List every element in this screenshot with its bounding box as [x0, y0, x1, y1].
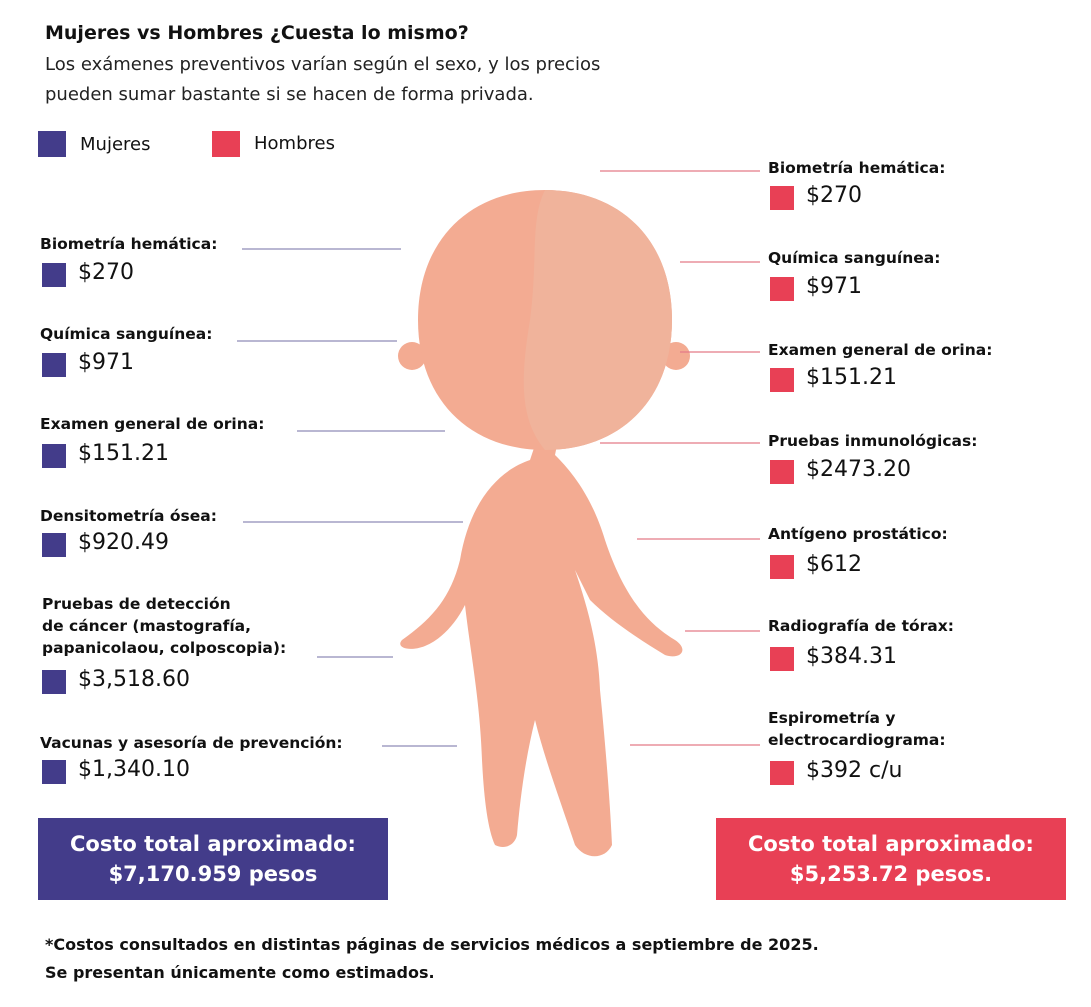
item-price: $920.49 — [78, 530, 169, 555]
total-value: $5,253.72 pesos. — [789, 862, 993, 886]
legend-swatch — [38, 131, 66, 157]
price-swatch — [770, 647, 794, 671]
item-price: $3,518.60 — [78, 667, 190, 692]
item-label: Radiografía de tórax: — [768, 617, 954, 635]
item-price: $2473.20 — [806, 457, 911, 482]
item-price: $151.21 — [806, 365, 897, 390]
legend-swatch — [212, 131, 240, 157]
title: Mujeres vs Hombres ¿Cuesta lo mismo? — [45, 22, 469, 44]
item-label: Química sanguínea: — [40, 325, 213, 343]
price-swatch — [770, 368, 794, 392]
price-swatch — [42, 533, 66, 557]
price-swatch — [42, 444, 66, 468]
price-swatch — [770, 460, 794, 484]
item-label: Vacunas y asesoría de prevención: — [40, 734, 343, 752]
total-value: $7,170.959 pesos — [108, 862, 318, 886]
legend-label: Hombres — [254, 133, 335, 154]
price-swatch — [42, 760, 66, 784]
price-swatch — [42, 263, 66, 287]
item-price: $270 — [78, 260, 134, 285]
price-swatch — [770, 186, 794, 210]
item-label: Pruebas de detección — [42, 595, 231, 613]
item-price: $270 — [806, 183, 862, 208]
total-box: Costo total aproximado: $7,170.959 pesos — [38, 818, 388, 900]
item-label: Biometría hemática: — [768, 159, 946, 177]
item-price: $971 — [806, 274, 862, 299]
subtitle: Los exámenes preventivos varían según el… — [45, 54, 601, 75]
item-label: Examen general de orina: — [40, 415, 265, 433]
price-swatch — [42, 353, 66, 377]
item-label: Biometría hemática: — [40, 235, 218, 253]
item-label: Espirometría y — [768, 709, 896, 727]
item-price: $971 — [78, 350, 134, 375]
item-label: Química sanguínea: — [768, 249, 941, 267]
item-label: de cáncer (mastografía, — [42, 617, 252, 635]
item-label: Examen general de orina: — [768, 341, 993, 359]
total-label: Costo total aproximado: — [748, 832, 1034, 856]
body-figure — [398, 190, 690, 857]
item-label: Densitometría ósea: — [40, 507, 217, 525]
footnote: Se presentan únicamente como estimados. — [45, 963, 435, 982]
item-price: $392 c/u — [806, 758, 903, 783]
item-price: $1,340.10 — [78, 757, 190, 782]
subtitle: pueden sumar bastante si se hacen de for… — [45, 84, 534, 105]
item-label: Antígeno prostático: — [768, 525, 948, 543]
item-price: $612 — [806, 552, 862, 577]
price-swatch — [42, 670, 66, 694]
item-price: $151.21 — [78, 441, 169, 466]
item-label: electrocardiograma: — [768, 731, 946, 749]
total-box: Costo total aproximado: $5,253.72 pesos. — [716, 818, 1066, 900]
item-price: $384.31 — [806, 644, 897, 669]
legend-label: Mujeres — [80, 134, 151, 155]
price-swatch — [770, 555, 794, 579]
price-swatch — [770, 761, 794, 785]
item-label: papanicolaou, colposcopia): — [42, 639, 287, 657]
price-swatch — [770, 277, 794, 301]
total-label: Costo total aproximado: — [70, 832, 356, 856]
item-label: Pruebas inmunológicas: — [768, 432, 978, 450]
footnote: *Costos consultados en distintas páginas… — [45, 935, 819, 954]
